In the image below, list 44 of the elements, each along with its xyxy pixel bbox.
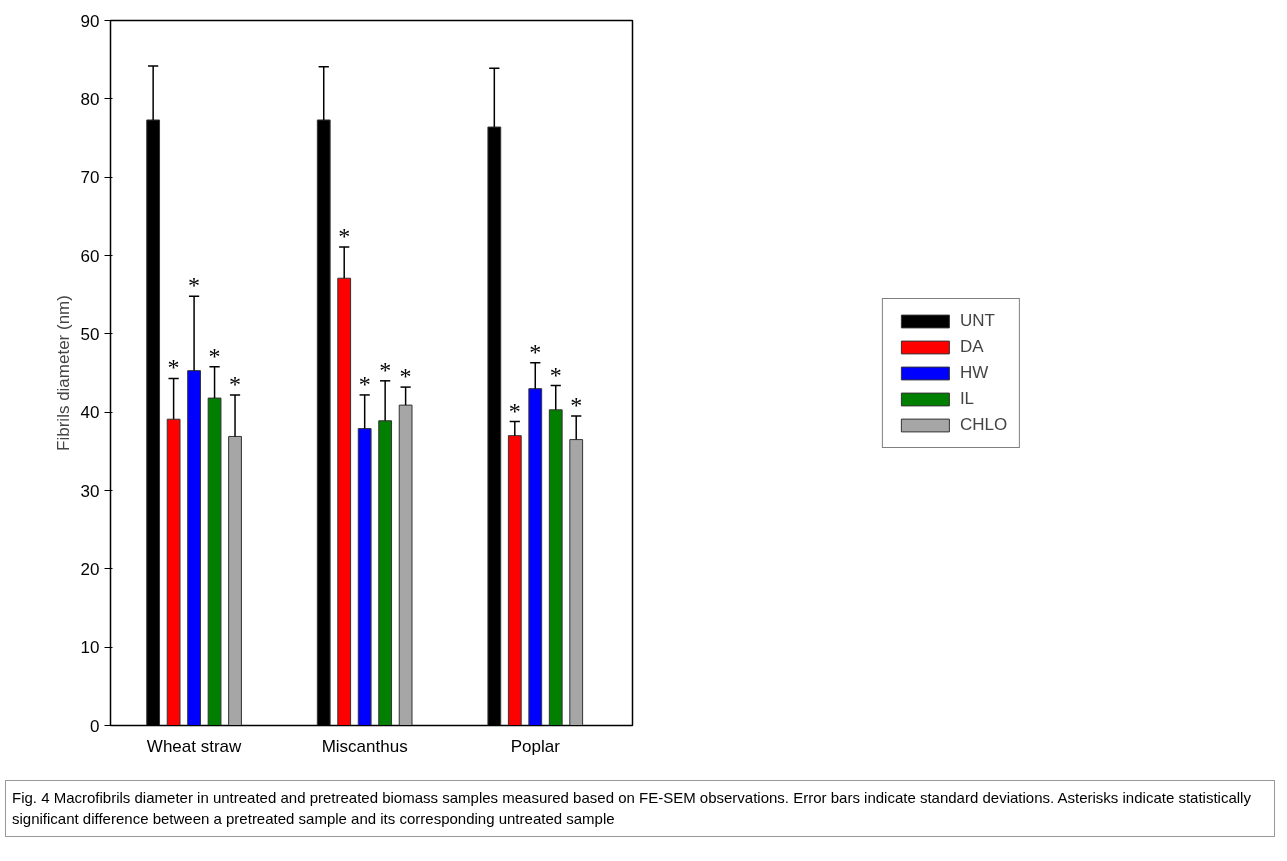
data-label: * (549, 361, 562, 388)
bar (166, 418, 181, 726)
legend-label: HW (959, 362, 989, 383)
legend-label: CHLO (959, 414, 1008, 435)
y-tick-label: 90 (80, 11, 100, 31)
bar (548, 409, 563, 726)
x-tick-label: Wheat straw (146, 736, 243, 756)
x-tick-label: Miscanthus (321, 736, 408, 756)
y-tick-label: 0 (90, 716, 100, 736)
data-label: * (188, 272, 201, 299)
data-label: * (570, 392, 583, 419)
legend-label: IL (959, 388, 976, 409)
y-tick-label: 10 (80, 638, 100, 658)
y-tick-label: 70 (80, 168, 100, 188)
y-tick-label: 40 (80, 403, 100, 423)
bar (378, 420, 393, 726)
data-label: * (508, 397, 521, 424)
bar (528, 388, 543, 726)
y-tick-label: 30 (80, 481, 100, 501)
bar (228, 435, 242, 726)
y-tick-label: 60 (80, 246, 100, 266)
legend-label: DA (959, 336, 984, 357)
data-label: * (358, 370, 371, 397)
data-label: * (399, 363, 412, 390)
bar (357, 428, 372, 726)
data-label: * (229, 370, 242, 397)
y-tick-label: 80 (80, 89, 100, 109)
bar (207, 397, 222, 726)
data-label: * (338, 222, 351, 249)
bar (507, 435, 522, 726)
y-tick-label: 20 (80, 559, 100, 579)
bar (337, 277, 352, 726)
y-tick-label: 50 (80, 324, 100, 344)
data-label: * (208, 342, 221, 369)
data-label: * (167, 354, 180, 381)
bar (569, 439, 584, 726)
x-tick-label: Poplar (510, 736, 561, 756)
caption: Fig. 4 Macrofibrils diameter in untreated and pretreated biomass samples measured based on FE-SEM observations. Error bars indicate standard deviations. Asterisks indicate statistically significant difference between a pretreated sample and its corresponding untreated sample (12, 788, 1252, 830)
data-label: * (529, 338, 542, 365)
legend-label: UNT (959, 310, 995, 331)
bar (398, 404, 413, 726)
bar (187, 370, 201, 726)
y-axis-title: Fibrils diameter (nm) (53, 295, 73, 451)
data-label: * (379, 356, 392, 383)
